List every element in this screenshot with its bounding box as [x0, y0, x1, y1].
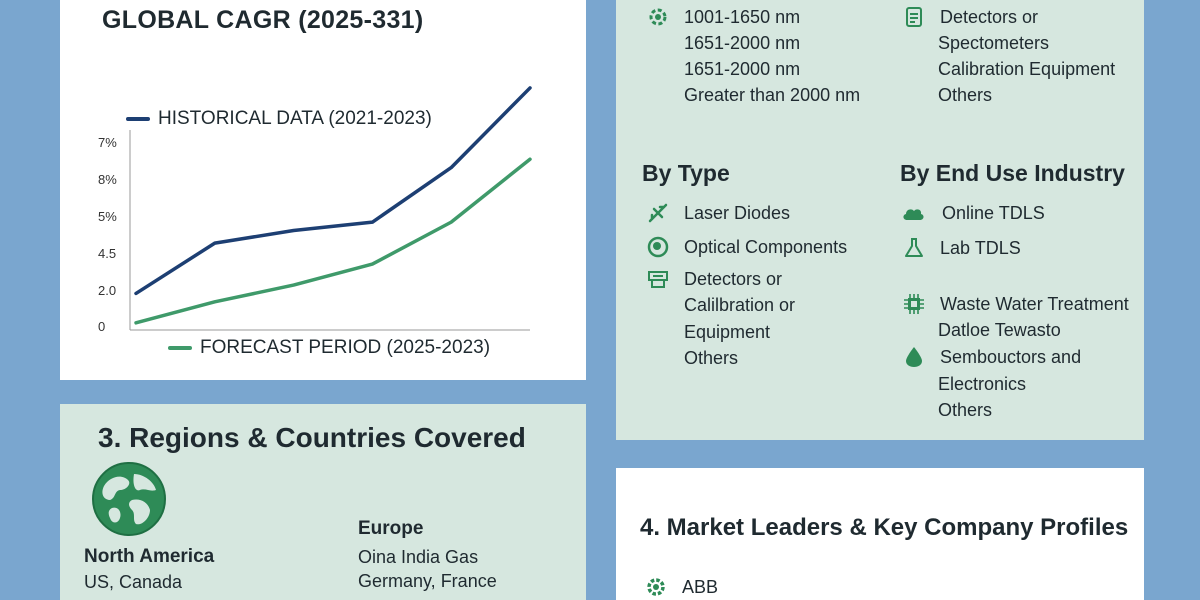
type-item: Others — [684, 348, 739, 368]
wavelength-item: Greater than 2000 nm — [684, 85, 861, 105]
component-item: Detectors or — [902, 4, 1038, 30]
legend-forecast-swatch — [168, 346, 192, 350]
globe-icon — [92, 462, 166, 536]
by-end-use-heading: By End Use Industry — [900, 160, 1125, 186]
legend-historical: HISTORICAL DATA (2021-2023) — [126, 108, 432, 130]
type-item: Calilbration or — [684, 295, 796, 315]
y-tick-label: 8% — [98, 172, 117, 187]
component-item: Spectometers — [938, 33, 1050, 53]
type-item: Equipment — [684, 322, 771, 342]
laser-icon — [648, 203, 668, 223]
end-use-item: Sembouctors and — [902, 344, 1081, 370]
clipboard-icon — [906, 7, 922, 27]
country-line: US, Canada — [84, 572, 183, 592]
regions-title: 3. Regions & Countries Covered — [98, 422, 526, 453]
region-europe: Europe — [358, 518, 424, 539]
country-line: Germany, France — [358, 571, 497, 591]
gear-icon — [647, 578, 665, 596]
y-tick-label: 5% — [98, 209, 117, 224]
type-item: Detectors or — [646, 266, 782, 292]
region-north-america: North America — [84, 546, 215, 567]
segments-panel: 1001-1650 nm 1651-2000 nm 1651-2000 nm G… — [616, 0, 1144, 440]
wavelength-item: 1651-2000 nm — [684, 33, 801, 53]
end-use-item: Lab TDLS — [902, 235, 1021, 261]
component-item: Others — [938, 85, 993, 105]
end-use-item: Others — [938, 400, 993, 420]
chart-title: GLOBAL CAGR (2025-331) — [102, 6, 424, 34]
legend-historical-swatch — [126, 117, 150, 121]
end-use-item: Datloe Tewasto — [938, 320, 1061, 340]
cagr-chart-panel: GLOBAL CAGR (2025-331) 0 2.0 4.5 5% 8% 7% HIS… — [60, 0, 586, 380]
market-leaders-panel: 4. Market Leaders & Key Company Profiles… — [616, 468, 1144, 600]
flask-icon — [905, 238, 923, 257]
regions-panel: 3. Regions & Countries Covered North Ame… — [60, 404, 586, 600]
gear-icon — [649, 8, 667, 26]
legend-forecast-label: FORECAST PERIOD (2025-2023) — [200, 337, 491, 358]
y-tick-label: 4.5 — [98, 246, 116, 261]
company-item: ABB — [644, 574, 718, 600]
legend-forecast: FORECAST PERIOD (2025-2023) — [168, 337, 490, 359]
region-europe-countries: Oina India Gas Germany, France — [358, 545, 497, 593]
wavelength-item: 1651-2000 nm — [684, 59, 801, 79]
end-use-item: Online TDLS — [898, 200, 1045, 226]
by-type-heading: By Type — [642, 160, 730, 186]
cagr-line-chart: 0 2.0 4.5 5% 8% 7% — [98, 86, 532, 334]
equipment-icon — [648, 271, 668, 288]
cloud-icon — [903, 209, 924, 220]
country-line: Oina India Gas — [358, 547, 479, 567]
component-item: Calibration Equipment — [938, 59, 1116, 79]
droplet-icon — [906, 347, 922, 367]
legend-historical-label: HISTORICAL DATA (2021-2023) — [158, 108, 432, 129]
y-tick-label: 0 — [98, 319, 105, 334]
lens-icon — [647, 236, 669, 258]
end-use-item: Electronics — [938, 374, 1027, 394]
historical-series-line — [134, 86, 532, 296]
wavelength-item: 1001-1650 nm — [646, 4, 800, 30]
end-use-item: Waste Water Treatment — [902, 291, 1129, 317]
chip-icon — [904, 294, 924, 314]
market-leaders-title: 4. Market Leaders & Key Company Profiles — [640, 514, 1129, 541]
y-tick-label: 2.0 — [98, 283, 116, 298]
forecast-series-line — [134, 157, 532, 325]
region-north-america-countries: US, Canada — [84, 570, 182, 594]
type-item: Laser Diodes — [646, 200, 790, 226]
type-item: Optical Components — [646, 234, 847, 260]
y-tick-label: 7% — [98, 135, 117, 150]
